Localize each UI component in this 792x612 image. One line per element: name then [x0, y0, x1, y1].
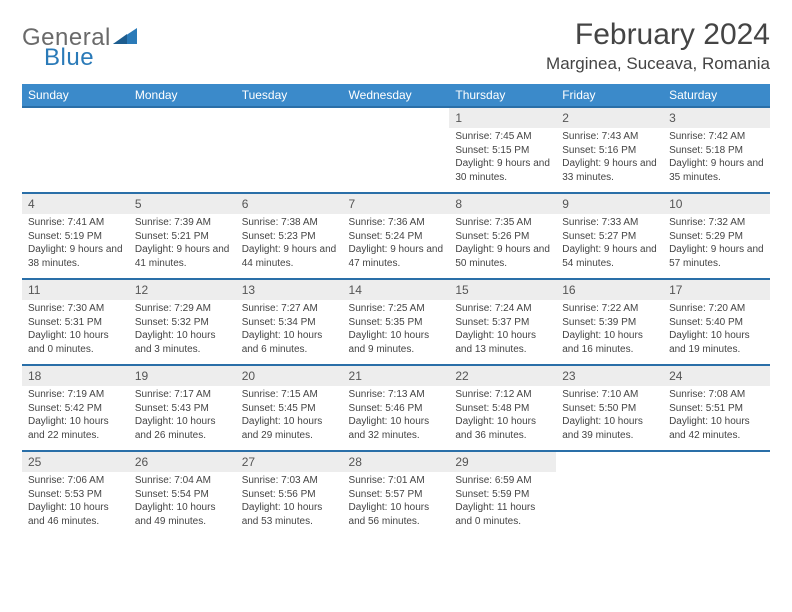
date-cell: 21: [343, 365, 450, 386]
date-cell: 14: [343, 279, 450, 300]
date-cell: 28: [343, 451, 450, 472]
date-cell: 24: [663, 365, 770, 386]
date-cell: 22: [449, 365, 556, 386]
info-cell: Sunrise: 7:32 AM Sunset: 5:29 PM Dayligh…: [663, 214, 770, 279]
date-cell: 5: [129, 193, 236, 214]
date-cell: 12: [129, 279, 236, 300]
dayhead-sat: Saturday: [663, 84, 770, 106]
date-cell: 23: [556, 365, 663, 386]
date-cell: 8: [449, 193, 556, 214]
date-row: 45678910: [22, 193, 770, 214]
info-cell: Sunrise: 7:19 AM Sunset: 5:42 PM Dayligh…: [22, 386, 129, 451]
date-row: 123: [22, 107, 770, 128]
info-cell: Sunrise: 7:42 AM Sunset: 5:18 PM Dayligh…: [663, 128, 770, 193]
dayhead-tue: Tuesday: [236, 84, 343, 106]
info-cell: Sunrise: 7:20 AM Sunset: 5:40 PM Dayligh…: [663, 300, 770, 365]
dayhead-mon: Monday: [129, 84, 236, 106]
info-cell: Sunrise: 7:27 AM Sunset: 5:34 PM Dayligh…: [236, 300, 343, 365]
info-cell: Sunrise: 7:39 AM Sunset: 5:21 PM Dayligh…: [129, 214, 236, 279]
info-row: Sunrise: 7:06 AM Sunset: 5:53 PM Dayligh…: [22, 472, 770, 536]
date-cell: 19: [129, 365, 236, 386]
date-cell: 10: [663, 193, 770, 214]
info-cell: [663, 472, 770, 536]
info-cell: Sunrise: 7:13 AM Sunset: 5:46 PM Dayligh…: [343, 386, 450, 451]
date-cell: [663, 451, 770, 472]
info-row: Sunrise: 7:41 AM Sunset: 5:19 PM Dayligh…: [22, 214, 770, 279]
title-block: February 2024 Marginea, Suceava, Romania: [546, 18, 770, 74]
date-cell: 7: [343, 193, 450, 214]
info-cell: Sunrise: 7:38 AM Sunset: 5:23 PM Dayligh…: [236, 214, 343, 279]
info-cell: Sunrise: 7:22 AM Sunset: 5:39 PM Dayligh…: [556, 300, 663, 365]
info-cell: Sunrise: 7:43 AM Sunset: 5:16 PM Dayligh…: [556, 128, 663, 193]
calendar-body: 123Sunrise: 7:45 AM Sunset: 5:15 PM Dayl…: [22, 106, 770, 536]
date-cell: 26: [129, 451, 236, 472]
info-cell: [343, 128, 450, 193]
info-cell: Sunrise: 7:03 AM Sunset: 5:56 PM Dayligh…: [236, 472, 343, 536]
logo-text-blue: Blue: [44, 44, 94, 72]
info-row: Sunrise: 7:19 AM Sunset: 5:42 PM Dayligh…: [22, 386, 770, 451]
header: General February 2024 Marginea, Suceava,…: [22, 18, 770, 74]
info-cell: [236, 128, 343, 193]
location: Marginea, Suceava, Romania: [546, 54, 770, 74]
date-cell: [343, 107, 450, 128]
dayhead-sun: Sunday: [22, 84, 129, 106]
date-cell: 6: [236, 193, 343, 214]
info-cell: Sunrise: 7:17 AM Sunset: 5:43 PM Dayligh…: [129, 386, 236, 451]
date-cell: 9: [556, 193, 663, 214]
info-cell: Sunrise: 7:36 AM Sunset: 5:24 PM Dayligh…: [343, 214, 450, 279]
info-cell: Sunrise: 7:01 AM Sunset: 5:57 PM Dayligh…: [343, 472, 450, 536]
info-cell: Sunrise: 7:08 AM Sunset: 5:51 PM Dayligh…: [663, 386, 770, 451]
info-cell: Sunrise: 7:25 AM Sunset: 5:35 PM Dayligh…: [343, 300, 450, 365]
date-cell: 27: [236, 451, 343, 472]
triangle-icon: [113, 26, 139, 51]
date-cell: 16: [556, 279, 663, 300]
info-cell: [22, 128, 129, 193]
date-cell: [129, 107, 236, 128]
info-row: Sunrise: 7:45 AM Sunset: 5:15 PM Dayligh…: [22, 128, 770, 193]
date-row: 2526272829: [22, 451, 770, 472]
info-cell: Sunrise: 7:30 AM Sunset: 5:31 PM Dayligh…: [22, 300, 129, 365]
info-cell: Sunrise: 7:35 AM Sunset: 5:26 PM Dayligh…: [449, 214, 556, 279]
date-cell: 15: [449, 279, 556, 300]
date-cell: 2: [556, 107, 663, 128]
date-cell: [556, 451, 663, 472]
info-cell: Sunrise: 7:04 AM Sunset: 5:54 PM Dayligh…: [129, 472, 236, 536]
date-cell: 29: [449, 451, 556, 472]
day-header-row: Sunday Monday Tuesday Wednesday Thursday…: [22, 84, 770, 106]
info-cell: Sunrise: 7:10 AM Sunset: 5:50 PM Dayligh…: [556, 386, 663, 451]
date-cell: 20: [236, 365, 343, 386]
dayhead-wed: Wednesday: [343, 84, 450, 106]
info-cell: Sunrise: 7:29 AM Sunset: 5:32 PM Dayligh…: [129, 300, 236, 365]
info-row: Sunrise: 7:30 AM Sunset: 5:31 PM Dayligh…: [22, 300, 770, 365]
date-cell: 18: [22, 365, 129, 386]
date-cell: [236, 107, 343, 128]
info-cell: Sunrise: 7:15 AM Sunset: 5:45 PM Dayligh…: [236, 386, 343, 451]
date-cell: 1: [449, 107, 556, 128]
date-cell: [22, 107, 129, 128]
date-cell: 3: [663, 107, 770, 128]
info-cell: Sunrise: 7:06 AM Sunset: 5:53 PM Dayligh…: [22, 472, 129, 536]
info-cell: Sunrise: 7:41 AM Sunset: 5:19 PM Dayligh…: [22, 214, 129, 279]
date-cell: 25: [22, 451, 129, 472]
info-cell: Sunrise: 6:59 AM Sunset: 5:59 PM Dayligh…: [449, 472, 556, 536]
date-row: 18192021222324: [22, 365, 770, 386]
info-cell: [556, 472, 663, 536]
info-cell: [129, 128, 236, 193]
dayhead-thu: Thursday: [449, 84, 556, 106]
dayhead-fri: Friday: [556, 84, 663, 106]
info-cell: Sunrise: 7:33 AM Sunset: 5:27 PM Dayligh…: [556, 214, 663, 279]
info-cell: Sunrise: 7:24 AM Sunset: 5:37 PM Dayligh…: [449, 300, 556, 365]
date-cell: 11: [22, 279, 129, 300]
date-row: 11121314151617: [22, 279, 770, 300]
date-cell: 13: [236, 279, 343, 300]
date-cell: 4: [22, 193, 129, 214]
month-title: February 2024: [546, 18, 770, 52]
info-cell: Sunrise: 7:45 AM Sunset: 5:15 PM Dayligh…: [449, 128, 556, 193]
info-cell: Sunrise: 7:12 AM Sunset: 5:48 PM Dayligh…: [449, 386, 556, 451]
date-cell: 17: [663, 279, 770, 300]
calendar-table: Sunday Monday Tuesday Wednesday Thursday…: [22, 84, 770, 106]
